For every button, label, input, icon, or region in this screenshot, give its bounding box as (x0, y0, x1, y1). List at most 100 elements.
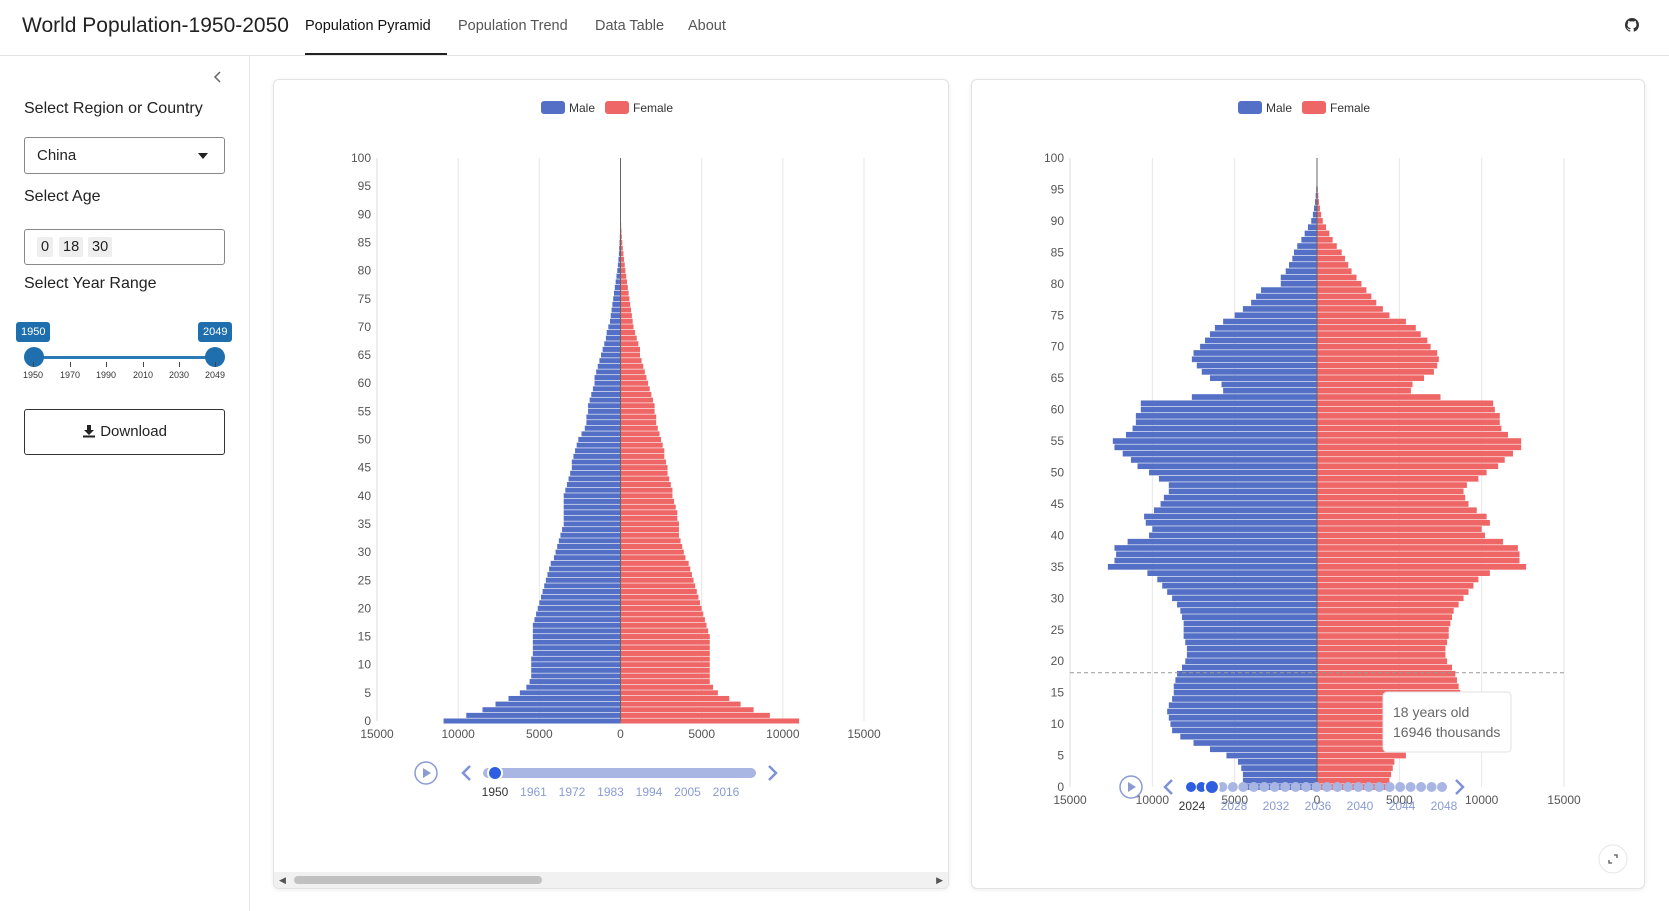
bar-female[interactable] (620, 695, 730, 701)
timeline-dot[interactable] (1311, 782, 1322, 792)
bar-female[interactable] (1317, 564, 1527, 570)
bar-female[interactable] (620, 414, 657, 420)
timeline-label[interactable]: 2016 (713, 785, 740, 799)
bar-male[interactable] (606, 330, 621, 336)
bar-male[interactable] (1160, 501, 1317, 507)
bar-male[interactable] (1201, 369, 1317, 375)
timeline-label[interactable]: 2036 (1305, 799, 1332, 813)
bar-male[interactable] (532, 628, 621, 634)
bar-male[interactable] (604, 341, 621, 347)
bar-male[interactable] (612, 301, 621, 307)
timeline-dot[interactable] (1269, 782, 1280, 792)
bar-male[interactable] (508, 695, 621, 701)
bar-female[interactable] (1317, 369, 1434, 375)
bar-male[interactable] (544, 583, 621, 589)
bar-male[interactable] (586, 414, 621, 420)
bar-male[interactable] (594, 380, 621, 386)
bar-female[interactable] (1317, 218, 1323, 224)
bar-female[interactable] (620, 313, 632, 319)
bar-female[interactable] (620, 679, 710, 685)
bar-male[interactable] (542, 588, 621, 595)
bar-male[interactable] (571, 465, 621, 471)
bar-male[interactable] (1163, 494, 1317, 501)
bar-male[interactable] (1191, 394, 1317, 400)
bar-female[interactable] (1317, 457, 1505, 463)
timeline-dot[interactable] (1363, 782, 1374, 792)
year-to-handle[interactable] (205, 347, 225, 367)
bar-male[interactable] (1167, 708, 1317, 715)
bar-male[interactable] (573, 453, 621, 459)
bar-male[interactable] (557, 543, 621, 549)
bar-male[interactable] (597, 363, 621, 369)
bar-male[interactable] (531, 673, 621, 679)
bar-female[interactable] (1317, 312, 1390, 319)
bar-male[interactable] (1137, 463, 1317, 470)
bar-female[interactable] (620, 667, 710, 673)
bar-female[interactable] (1317, 205, 1320, 212)
bar-male[interactable] (1170, 721, 1317, 727)
bar-female[interactable] (620, 476, 670, 482)
expand-icon[interactable] (1608, 854, 1618, 864)
bar-female[interactable] (620, 684, 714, 690)
legend-male-swatch[interactable] (1238, 101, 1262, 114)
bar-female[interactable] (620, 712, 770, 718)
timeline-label[interactable]: 1972 (559, 785, 586, 799)
bar-male[interactable] (1307, 224, 1317, 231)
bar-female[interactable] (620, 420, 657, 426)
bar-female[interactable] (620, 279, 627, 285)
bar-female[interactable] (1317, 268, 1352, 275)
scroll-right-icon[interactable]: ▶ (936, 875, 943, 885)
bar-female[interactable] (1317, 293, 1372, 300)
bar-female[interactable] (620, 560, 689, 566)
bar-male[interactable] (1186, 645, 1317, 652)
bar-male[interactable] (1261, 287, 1317, 293)
bar-male[interactable] (1122, 450, 1317, 457)
bar-male[interactable] (589, 397, 621, 403)
timeline-dot[interactable] (1248, 782, 1259, 792)
bar-female[interactable] (620, 527, 679, 533)
bar-female[interactable] (1317, 400, 1494, 407)
bar-female[interactable] (1317, 494, 1466, 501)
bar-male[interactable] (1223, 318, 1317, 325)
bar-male[interactable] (563, 510, 621, 516)
bar-male[interactable] (1181, 664, 1317, 671)
bar-male[interactable] (1140, 400, 1317, 407)
bar-female[interactable] (1317, 280, 1362, 287)
bar-female[interactable] (1317, 438, 1522, 444)
bar-female[interactable] (1317, 626, 1449, 633)
bar-male[interactable] (1168, 488, 1317, 495)
bar-male[interactable] (1301, 236, 1317, 243)
bar-female[interactable] (1317, 652, 1446, 658)
bar-female[interactable] (620, 583, 696, 589)
bar-female[interactable] (1317, 601, 1459, 608)
bar-male[interactable] (539, 600, 621, 606)
bar-female[interactable] (620, 284, 628, 291)
bar-female[interactable] (620, 493, 673, 499)
bar-female[interactable] (1317, 513, 1487, 520)
bar-female[interactable] (1317, 211, 1322, 218)
bar-female[interactable] (620, 588, 697, 595)
bar-female[interactable] (1317, 255, 1345, 262)
timeline-label[interactable]: 1994 (636, 785, 663, 799)
bar-female[interactable] (620, 549, 684, 555)
bar-male[interactable] (553, 555, 621, 561)
timeline-dot[interactable] (1227, 782, 1238, 792)
bar-male[interactable] (536, 611, 621, 617)
timeline-dot[interactable] (1217, 782, 1228, 792)
bar-male[interactable] (1226, 752, 1317, 759)
bar-male[interactable] (617, 268, 621, 274)
bar-female[interactable] (1317, 431, 1509, 438)
bar-male[interactable] (563, 498, 621, 504)
timeline-dot[interactable] (1259, 782, 1270, 792)
timeline-dot[interactable] (1332, 782, 1343, 792)
bar-male[interactable] (563, 504, 621, 510)
age-tag[interactable]: 30 (88, 237, 113, 257)
bar-male[interactable] (586, 420, 621, 426)
tab-data-table[interactable]: Data Table (595, 18, 665, 34)
bar-male[interactable] (1135, 413, 1317, 419)
timeline-label[interactable]: 1983 (597, 785, 624, 799)
bar-female[interactable] (620, 391, 652, 397)
bar-female[interactable] (620, 600, 701, 606)
bar-female[interactable] (620, 397, 653, 403)
bar-male[interactable] (532, 639, 621, 645)
